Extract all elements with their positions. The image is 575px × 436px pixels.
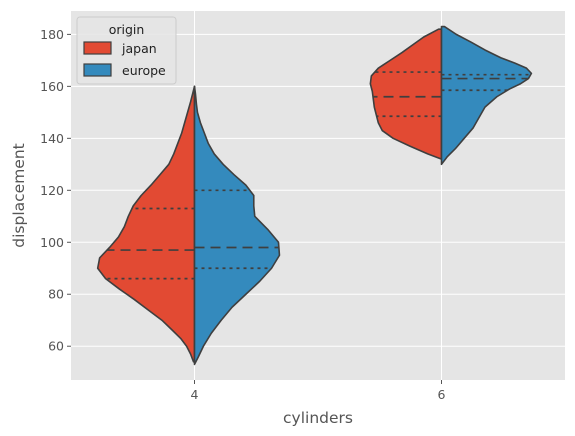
- y-tick-label: 140: [40, 131, 64, 146]
- legend-swatch-europe: [83, 63, 112, 77]
- y-tick-label: 60: [48, 339, 64, 354]
- y-axis-ticks: 60 80 100 120 140 160 180: [40, 27, 71, 354]
- y-tick-label: 80: [48, 287, 64, 302]
- x-axis-label: cylinders: [283, 409, 353, 427]
- legend: origin japan europe: [76, 16, 177, 85]
- y-tick-label: 180: [40, 27, 64, 42]
- y-tick-label: 160: [40, 79, 64, 94]
- legend-label-europe: europe: [122, 63, 166, 78]
- y-axis-label: displacement: [10, 143, 28, 247]
- legend-title: origin: [109, 22, 145, 37]
- violins: [96, 25, 533, 366]
- legend-label-japan: japan: [121, 41, 157, 56]
- violin-europe-6: [440, 25, 533, 166]
- violin-europe-4: [193, 85, 281, 366]
- y-tick-label: 120: [40, 183, 64, 198]
- x-tick-label: 6: [438, 387, 446, 402]
- violin-japan-6: [369, 28, 443, 160]
- x-tick-label: 4: [191, 387, 199, 402]
- legend-swatch-japan: [83, 41, 112, 55]
- y-tick-label: 100: [40, 235, 64, 250]
- violin-japan-4: [96, 85, 196, 363]
